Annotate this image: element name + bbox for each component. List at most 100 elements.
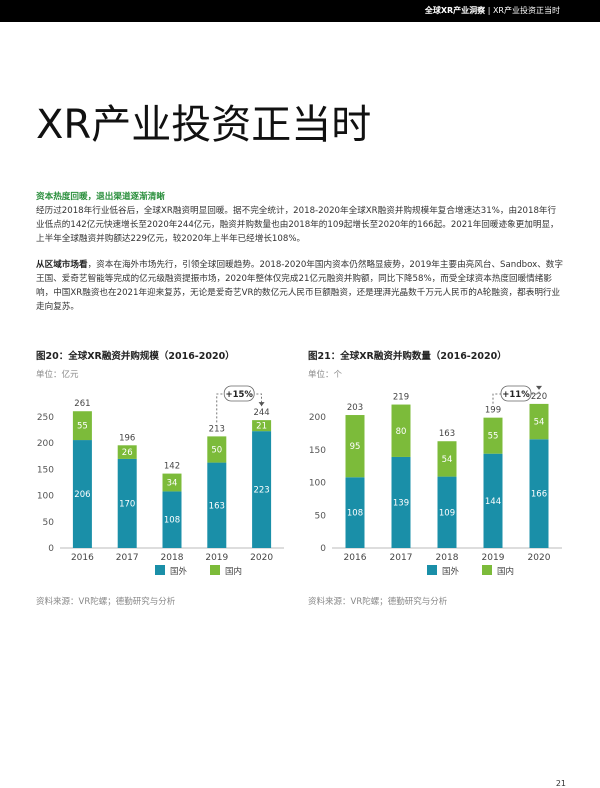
bar-domestic	[391, 404, 411, 457]
legend-label: 国外	[442, 566, 460, 577]
x-tick-label: 2016	[344, 553, 367, 563]
legend-swatch	[482, 565, 492, 575]
bar-foreign	[437, 476, 457, 548]
figure-21-title: 图21：全球XR融资并购数量（2016-2020）	[308, 351, 507, 362]
bar-total-label: 199	[485, 406, 501, 416]
legend-swatch	[427, 565, 437, 575]
bar-domestic	[117, 445, 137, 459]
legend-label: 国内	[497, 566, 514, 577]
y-tick-label: 200	[309, 413, 326, 423]
y-tick-label: 100	[37, 492, 54, 502]
bar-total-label: 142	[164, 462, 180, 472]
growth-badge	[223, 385, 255, 402]
x-tick-label: 2017	[116, 553, 139, 563]
x-tick-label: 2020	[528, 553, 551, 563]
y-tick-label: 0	[320, 544, 326, 554]
bar-value-label: 55	[77, 422, 88, 432]
y-tick-label: 150	[37, 465, 54, 475]
y-tick-label: 50	[43, 518, 55, 528]
bar-value-label: 109	[439, 508, 455, 518]
section-name: XR产业投资正当时	[492, 6, 560, 15]
bar-foreign	[483, 453, 503, 548]
figure-20-title: 图20：全球XR融资并购规模（2016-2020）	[36, 351, 235, 362]
paragraph-heading: 资本热度回暖，退出渠道逐渐清晰	[36, 192, 165, 202]
bar-domestic	[345, 415, 365, 478]
growth-label: +15%	[225, 390, 253, 400]
y-tick-label: 50	[315, 511, 327, 521]
bar-value-label: 34	[167, 479, 178, 489]
bar-foreign	[162, 491, 182, 548]
paragraph-2-body: ，资本在海外市场先行，引领全球回暖趋势。2018-2020年国内资本仍然略显疲势…	[36, 260, 563, 312]
page-title: XR产业投资正当时	[36, 102, 372, 148]
legend-label: 国外	[170, 566, 188, 577]
bar-total-label: 219	[393, 393, 409, 403]
x-tick-label: 2020	[250, 553, 273, 563]
y-tick-label: 250	[37, 413, 54, 423]
bar-total-label: 213	[209, 424, 225, 434]
bar-value-label: 21	[256, 422, 267, 432]
bar-domestic	[252, 420, 272, 432]
bar-value-label: 80	[396, 427, 407, 437]
bar-foreign	[345, 477, 365, 548]
growth-badge	[500, 385, 532, 402]
paragraph-1: 经历过2018年行业低谷后，全球XR融资明显回暖。据不完全统计，2018-202…	[36, 206, 559, 244]
paragraph-2: 从区域市场看，资本在海外市场先行，引领全球回暖趋势。2018-2020年国内资本…	[36, 258, 564, 314]
legend-swatch	[210, 565, 220, 575]
bar-domestic	[529, 403, 549, 440]
header-separator: |	[487, 6, 491, 15]
y-tick-label: 100	[309, 479, 326, 489]
bar-value-label: 170	[119, 499, 135, 509]
running-header: 全球XR产业洞察 | XR产业投资正当时	[425, 5, 560, 16]
page-number: 21	[555, 779, 566, 788]
x-tick-label: 2018	[436, 553, 459, 563]
paragraph-2-lead: 从区域市场看	[36, 260, 88, 270]
figure-20-source: 资料来源：VR陀螺；德勤研究与分析	[36, 597, 176, 607]
bar-value-label: 50	[211, 445, 222, 455]
bar-total-label: 244	[253, 408, 269, 418]
bar-total-label: 203	[347, 403, 363, 413]
bar-domestic	[207, 436, 227, 463]
header-bar	[0, 0, 600, 22]
bar-foreign	[529, 439, 549, 548]
growth-arrowhead	[536, 385, 542, 390]
bar-domestic	[72, 411, 92, 441]
x-tick-label: 2016	[71, 553, 94, 563]
bar-value-label: 26	[122, 448, 133, 458]
bar-value-label: 139	[393, 498, 409, 508]
bar-domestic	[437, 441, 457, 477]
bar-foreign	[207, 462, 227, 548]
legend-label: 国内	[225, 566, 242, 577]
bar-value-label: 108	[164, 516, 180, 526]
growth-arrowhead	[258, 402, 265, 407]
bar-value-label: 54	[442, 455, 453, 465]
bar-total-label: 196	[119, 433, 135, 443]
bar-foreign	[252, 431, 272, 548]
bar-value-label: 54	[534, 418, 545, 428]
bar-foreign	[391, 456, 411, 548]
figure-21-chart: 0 50 100 150 200 108 95 203 2016 139 80 219 2017 109 5…	[309, 385, 562, 577]
bar-value-label: 166	[531, 490, 547, 500]
report-name: 全球XR产业洞察	[424, 6, 486, 15]
figure-20-chart: 0 50 100 150 200 250 206 55 261 2016 170 26 196 2017 1…	[37, 385, 284, 577]
legend-swatch	[155, 565, 165, 575]
y-tick-label: 150	[309, 446, 326, 456]
x-tick-label: 2019	[482, 553, 505, 563]
bar-value-label: 55	[488, 432, 499, 442]
bar-value-label: 144	[485, 497, 501, 507]
bar-total-label: 220	[531, 392, 547, 402]
y-tick-label: 200	[37, 439, 54, 449]
figure-20-unit: 单位：亿元	[36, 370, 79, 380]
y-tick-label: 0	[48, 544, 54, 554]
bar-domestic	[483, 417, 503, 454]
bar-value-label: 108	[347, 509, 363, 519]
bar-value-label: 223	[253, 486, 269, 496]
bar-total-label: 163	[439, 429, 455, 439]
bar-total-label: 261	[74, 399, 90, 409]
bar-foreign	[117, 458, 137, 548]
bar-value-label: 163	[209, 501, 225, 511]
bar-domestic	[162, 473, 182, 492]
bar-foreign	[72, 440, 92, 548]
x-tick-label: 2017	[390, 553, 413, 563]
figure-21-unit: 单位：个	[308, 370, 343, 380]
bar-value-label: 206	[74, 490, 90, 500]
